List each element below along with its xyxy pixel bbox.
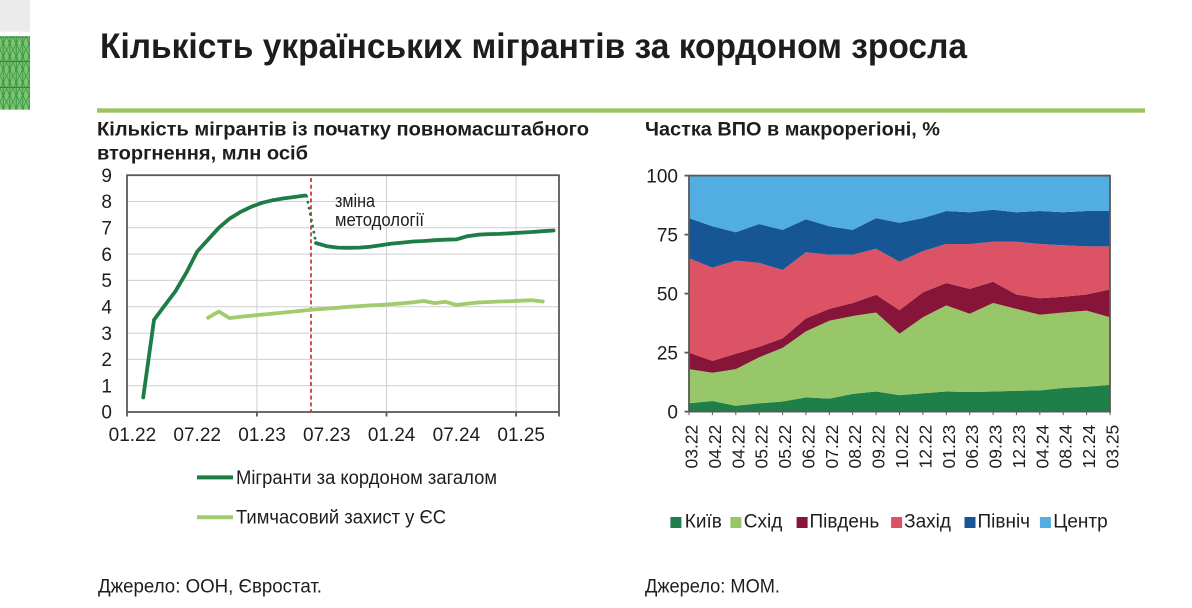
svg-text:Південь: Південь <box>810 512 880 533</box>
svg-text:зміна: зміна <box>335 191 376 211</box>
svg-text:01.24: 01.24 <box>368 425 416 446</box>
svg-text:8: 8 <box>101 192 112 213</box>
svg-text:07.24: 07.24 <box>433 425 481 446</box>
svg-text:1: 1 <box>101 376 112 397</box>
svg-text:03.25: 03.25 <box>1103 425 1123 469</box>
svg-text:Частка ВПО в макрорегіоні, %: Частка ВПО в макрорегіоні, % <box>645 120 940 141</box>
svg-text:Кількість українських мігранті: Кількість українських мігрантів за кордо… <box>100 27 968 66</box>
svg-text:75: 75 <box>657 225 678 246</box>
svg-text:06.23: 06.23 <box>962 425 982 469</box>
svg-text:08.24: 08.24 <box>1056 424 1076 468</box>
svg-text:Центр: Центр <box>1053 512 1107 533</box>
svg-text:01.23: 01.23 <box>939 425 959 469</box>
svg-text:01.23: 01.23 <box>238 425 286 446</box>
svg-text:12.23: 12.23 <box>1009 425 1029 469</box>
svg-text:04.22: 04.22 <box>728 425 748 469</box>
svg-text:0: 0 <box>101 403 112 424</box>
svg-text:01.25: 01.25 <box>497 425 545 446</box>
svg-text:04.24: 04.24 <box>1032 424 1052 468</box>
svg-text:09.22: 09.22 <box>869 425 889 469</box>
svg-text:Джерело: МОМ.: Джерело: МОМ. <box>645 577 780 598</box>
svg-text:25: 25 <box>657 343 678 364</box>
svg-text:100: 100 <box>646 166 678 187</box>
svg-text:12.22: 12.22 <box>915 425 935 469</box>
svg-text:Схід: Схід <box>744 512 783 533</box>
svg-text:04.22: 04.22 <box>705 425 725 469</box>
svg-text:07.23: 07.23 <box>303 425 351 446</box>
svg-text:08.22: 08.22 <box>845 425 865 469</box>
svg-text:2: 2 <box>101 350 112 371</box>
svg-text:3: 3 <box>101 324 112 345</box>
svg-text:07.22: 07.22 <box>822 425 842 469</box>
svg-text:Мігранти за кордоном загалом: Мігранти за кордоном загалом <box>236 468 497 489</box>
svg-text:10.22: 10.22 <box>892 425 912 469</box>
svg-text:вторгнення, млн осіб: вторгнення, млн осіб <box>97 144 308 165</box>
svg-text:5: 5 <box>101 271 112 292</box>
svg-text:01.22: 01.22 <box>109 425 157 446</box>
svg-text:Північ: Північ <box>978 512 1031 533</box>
svg-text:12.24: 12.24 <box>1079 424 1099 468</box>
svg-text:03.22: 03.22 <box>682 425 702 469</box>
svg-text:Київ: Київ <box>685 512 722 533</box>
svg-text:06.22: 06.22 <box>798 425 818 469</box>
svg-text:Кількість мігрантів із початку: Кількість мігрантів із початку повномасш… <box>97 120 589 141</box>
svg-text:50: 50 <box>657 284 678 305</box>
svg-text:Тимчасовий захист у ЄС: Тимчасовий захист у ЄС <box>236 508 446 529</box>
svg-text:методології: методології <box>335 210 424 230</box>
svg-text:6: 6 <box>101 245 112 266</box>
svg-text:9: 9 <box>101 166 112 187</box>
svg-text:05.22: 05.22 <box>775 425 795 469</box>
svg-text:7: 7 <box>101 219 112 240</box>
svg-text:05.22: 05.22 <box>752 425 772 469</box>
svg-text:Джерело: ООН, Євростат.: Джерело: ООН, Євростат. <box>98 577 322 598</box>
svg-text:4: 4 <box>101 298 112 319</box>
svg-text:09.23: 09.23 <box>986 425 1006 469</box>
svg-text:07.22: 07.22 <box>173 425 221 446</box>
svg-text:Захід: Захід <box>904 512 951 533</box>
svg-text:0: 0 <box>667 402 678 423</box>
